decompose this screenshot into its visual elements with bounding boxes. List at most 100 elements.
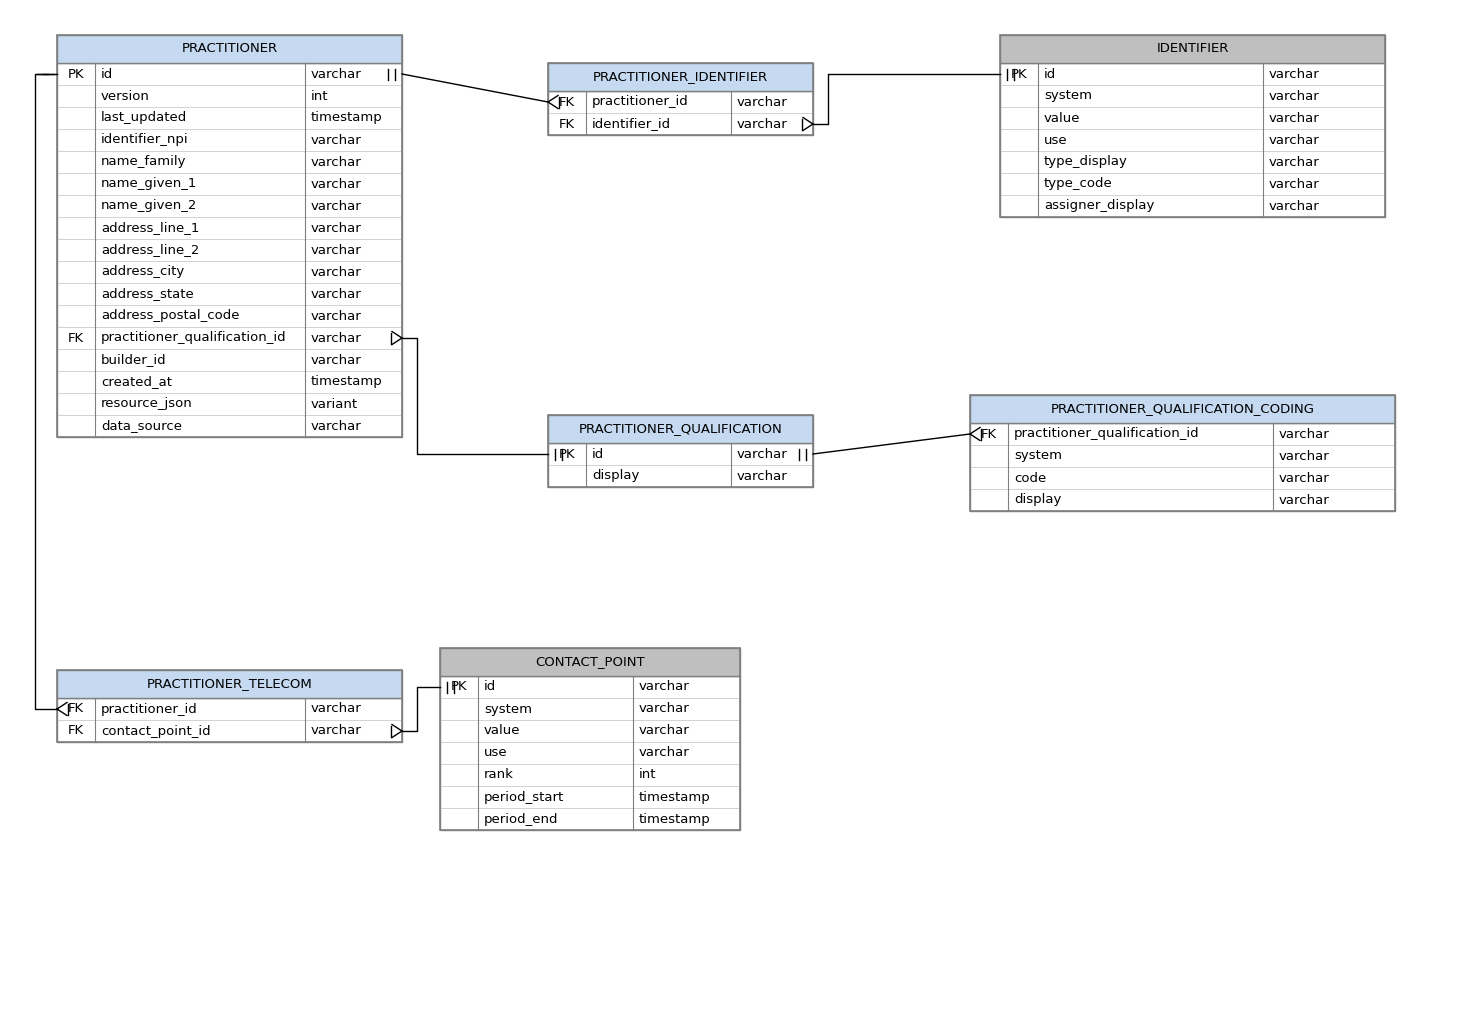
Text: value: value: [484, 724, 521, 738]
Text: variant: variant: [311, 397, 359, 410]
Text: varchar: varchar: [1279, 449, 1330, 462]
Text: varchar: varchar: [736, 469, 787, 483]
Text: varchar: varchar: [1268, 89, 1319, 103]
Text: varchar: varchar: [311, 265, 362, 278]
Bar: [57, 35, 402, 63]
Text: display: display: [1013, 494, 1061, 507]
Text: varchar: varchar: [1268, 178, 1319, 191]
Text: varchar: varchar: [311, 178, 362, 191]
Text: builder_id: builder_id: [101, 354, 166, 367]
Text: varchar: varchar: [639, 702, 690, 715]
Text: address_city: address_city: [101, 265, 184, 278]
Text: varchar: varchar: [311, 724, 362, 738]
Bar: [548, 63, 814, 135]
Text: code: code: [1013, 471, 1047, 485]
Text: FK: FK: [69, 331, 85, 344]
Text: data_source: data_source: [101, 420, 182, 433]
Text: FK: FK: [69, 724, 85, 738]
Text: varchar: varchar: [1268, 112, 1319, 125]
Text: varchar: varchar: [311, 155, 362, 169]
Text: version: version: [101, 89, 150, 103]
Text: varchar: varchar: [1268, 133, 1319, 146]
Text: id: id: [1044, 67, 1056, 80]
Text: varchar: varchar: [311, 702, 362, 715]
Text: id: id: [101, 67, 114, 80]
Text: period_start: period_start: [484, 790, 564, 804]
Text: contact_point_id: contact_point_id: [101, 724, 210, 738]
Text: varchar: varchar: [1268, 67, 1319, 80]
Text: PK: PK: [451, 681, 468, 694]
Text: address_line_1: address_line_1: [101, 221, 200, 235]
Text: use: use: [484, 747, 507, 760]
Text: timestamp: timestamp: [639, 790, 710, 804]
Text: varchar: varchar: [639, 681, 690, 694]
Text: system: system: [484, 702, 532, 715]
Bar: [548, 91, 814, 135]
Bar: [440, 676, 741, 830]
Text: practitioner_qualification_id: practitioner_qualification_id: [101, 331, 287, 344]
Bar: [1000, 35, 1385, 63]
Text: varchar: varchar: [311, 354, 362, 367]
Text: display: display: [592, 469, 640, 483]
Text: FK: FK: [981, 428, 997, 441]
Text: FK: FK: [558, 96, 574, 109]
Text: last_updated: last_updated: [101, 112, 187, 125]
Bar: [57, 35, 402, 437]
Text: PK: PK: [558, 447, 576, 460]
Text: CONTACT_POINT: CONTACT_POINT: [535, 655, 644, 669]
Text: period_end: period_end: [484, 813, 558, 825]
Bar: [1000, 63, 1385, 217]
Text: timestamp: timestamp: [311, 376, 383, 388]
Text: name_family: name_family: [101, 155, 187, 169]
Bar: [970, 395, 1395, 511]
Text: int: int: [639, 768, 656, 781]
Text: type_display: type_display: [1044, 155, 1128, 169]
Text: rank: rank: [484, 768, 513, 781]
Text: timestamp: timestamp: [311, 112, 383, 125]
Text: practitioner_id: practitioner_id: [101, 702, 198, 715]
Bar: [548, 415, 814, 487]
Text: varchar: varchar: [1268, 199, 1319, 212]
Text: id: id: [484, 681, 496, 694]
Text: FK: FK: [558, 118, 574, 130]
Text: varchar: varchar: [639, 724, 690, 738]
Bar: [1000, 35, 1385, 217]
Text: PK: PK: [1010, 67, 1028, 80]
Text: use: use: [1044, 133, 1067, 146]
Bar: [57, 698, 402, 742]
Text: address_line_2: address_line_2: [101, 244, 200, 256]
Text: PRACTITIONER_IDENTIFIER: PRACTITIONER_IDENTIFIER: [593, 70, 768, 83]
Bar: [57, 670, 402, 742]
Bar: [970, 423, 1395, 511]
Text: system: system: [1013, 449, 1061, 462]
Text: type_code: type_code: [1044, 178, 1112, 191]
Bar: [57, 670, 402, 698]
Text: PRACTITIONER_QUALIFICATION: PRACTITIONER_QUALIFICATION: [579, 423, 783, 436]
Text: varchar: varchar: [1279, 494, 1330, 507]
Text: PRACTITIONER_TELECOM: PRACTITIONER_TELECOM: [147, 678, 312, 691]
Text: name_given_1: name_given_1: [101, 178, 197, 191]
Text: created_at: created_at: [101, 376, 172, 388]
Text: varchar: varchar: [736, 447, 787, 460]
Bar: [548, 63, 814, 91]
Text: varchar: varchar: [639, 747, 690, 760]
Bar: [970, 395, 1395, 423]
Bar: [440, 648, 741, 676]
Text: varchar: varchar: [311, 244, 362, 256]
Text: resource_json: resource_json: [101, 397, 192, 410]
Text: value: value: [1044, 112, 1080, 125]
Text: varchar: varchar: [311, 221, 362, 235]
Text: int: int: [311, 89, 328, 103]
Text: FK: FK: [69, 702, 85, 715]
Text: timestamp: timestamp: [639, 813, 710, 825]
Text: practitioner_id: practitioner_id: [592, 96, 688, 109]
Bar: [548, 415, 814, 443]
Text: varchar: varchar: [1279, 428, 1330, 441]
Text: varchar: varchar: [736, 118, 787, 130]
Text: varchar: varchar: [311, 420, 362, 433]
Text: varchar: varchar: [311, 133, 362, 146]
Text: PRACTITIONER_QUALIFICATION_CODING: PRACTITIONER_QUALIFICATION_CODING: [1051, 402, 1315, 416]
Text: id: id: [592, 447, 604, 460]
Bar: [57, 63, 402, 437]
Text: varchar: varchar: [736, 96, 787, 109]
